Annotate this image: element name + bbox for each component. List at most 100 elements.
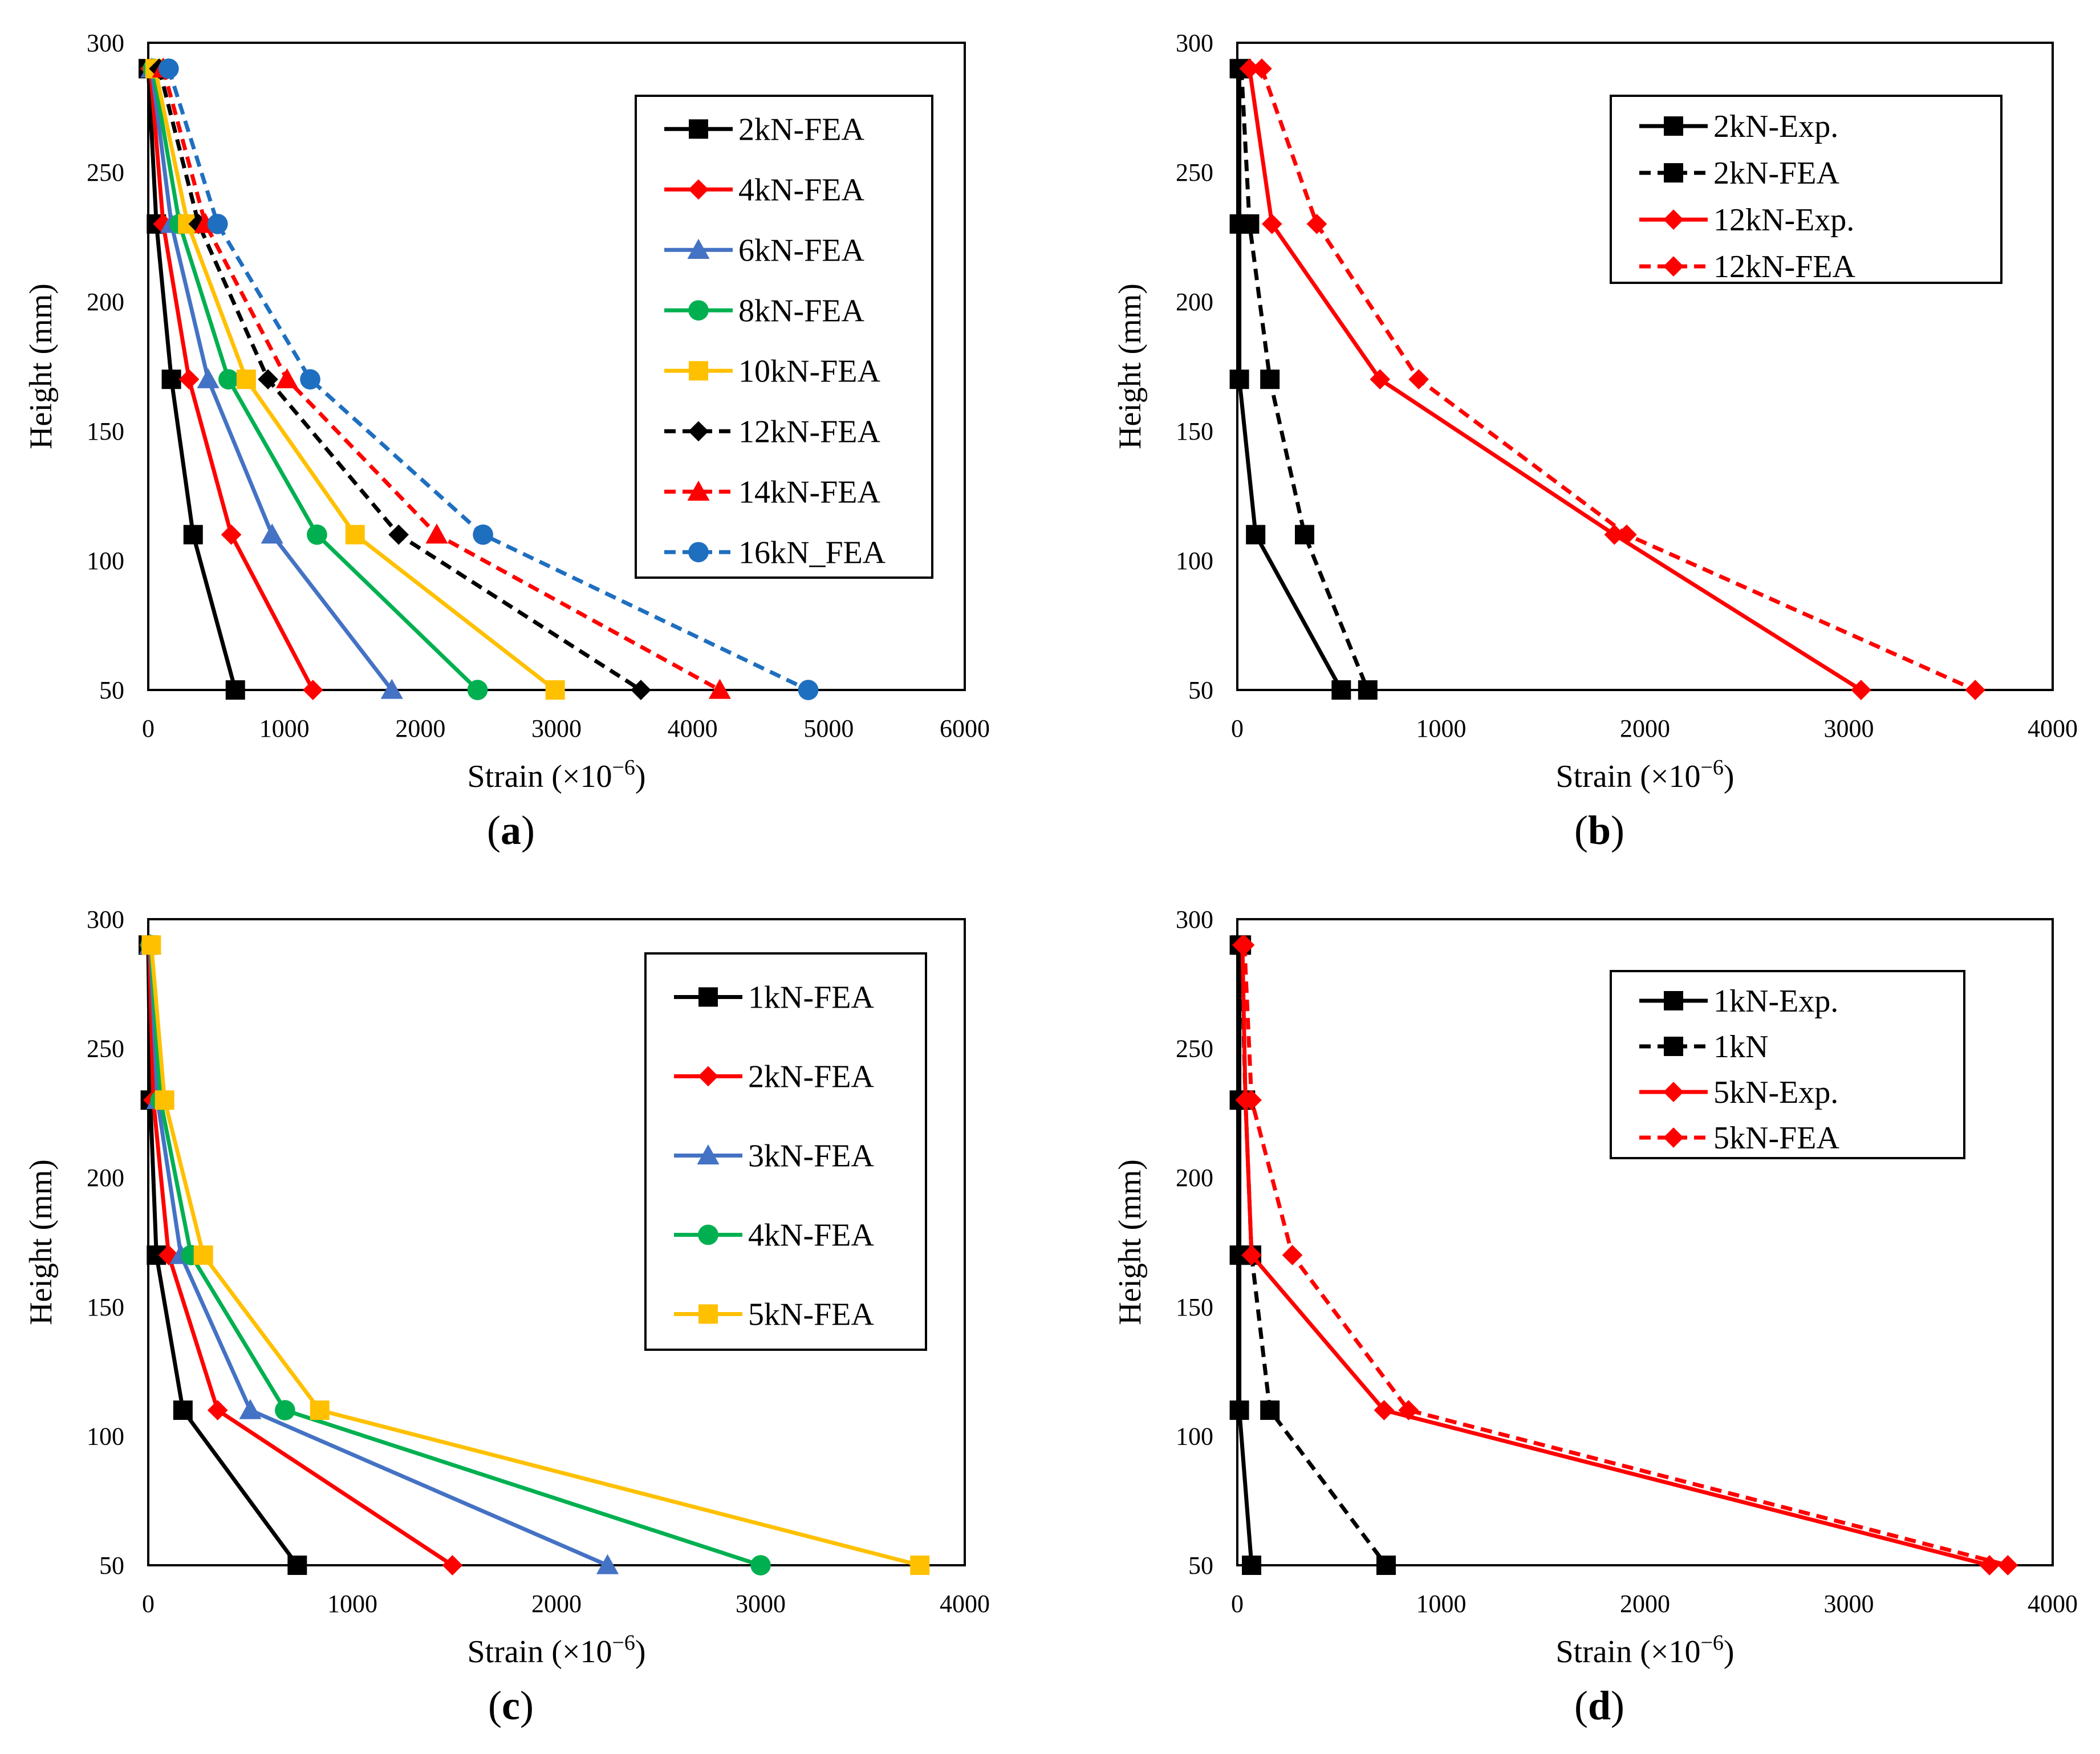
y-tick-label: 250 [87, 1035, 124, 1063]
panel-label: (d) [1574, 1683, 1624, 1728]
x-axis-title: Strain (×10−6) [467, 756, 645, 794]
panel-label-open: ( [488, 1683, 502, 1728]
x-tick-label: 3000 [736, 1590, 786, 1618]
data-point [750, 1555, 771, 1576]
data-point [161, 370, 181, 389]
legend-entry-label: 16kN_FEA [738, 535, 886, 570]
data-point [1260, 1400, 1280, 1420]
data-point [218, 369, 239, 390]
x-tick-label: 1000 [327, 1590, 377, 1618]
y-tick-label: 50 [99, 676, 124, 704]
data-point [631, 680, 651, 700]
x-tick-label: 0 [142, 714, 155, 742]
series-10kN-FEA [145, 59, 565, 700]
data-point [155, 1090, 174, 1110]
data-point [467, 680, 488, 700]
data-point [287, 1556, 307, 1575]
x-tick-label: 2000 [531, 1590, 582, 1618]
data-point [302, 680, 323, 700]
x-tick-label: 1000 [259, 714, 310, 742]
legend-entry-label: 12kN-FEA [1713, 249, 1855, 285]
y-tick-label: 50 [1188, 1552, 1213, 1580]
legend-entry-label: 8kN-FEA [738, 293, 864, 328]
panel-label-open: ( [1574, 807, 1588, 853]
data-point [261, 523, 283, 544]
y-tick-label: 300 [87, 29, 124, 57]
y-tick-label: 300 [87, 906, 124, 933]
y-tick-label: 150 [87, 417, 124, 445]
data-point [153, 213, 174, 234]
legend-marker [1663, 1082, 1684, 1102]
data-point [188, 213, 209, 234]
plot-area-frame [1236, 918, 2054, 1566]
data-point [708, 679, 731, 699]
x-tick-label: 0 [1231, 714, 1244, 742]
legend-marker [687, 238, 710, 259]
data-point [1370, 369, 1391, 390]
x-tick-label: 2000 [1620, 714, 1670, 742]
legend-entry-label: 5kN-FEA [1713, 1120, 1839, 1156]
data-point [1246, 525, 1266, 545]
y-tick-label: 100 [87, 547, 124, 575]
data-point [1260, 370, 1280, 389]
legend-frame [635, 95, 933, 579]
series-line [1239, 945, 1388, 1567]
panel-label-letter: b [1588, 807, 1611, 853]
x-axis-title-main: Strain (×10 [467, 1634, 612, 1670]
data-point [1234, 935, 1255, 956]
x-tick-label: 4000 [2028, 1590, 2078, 1618]
y-tick-label: 100 [87, 1422, 124, 1450]
data-point [1294, 525, 1314, 545]
data-point [193, 1245, 213, 1265]
plot-area-frame [1236, 42, 2054, 691]
data-point [1240, 214, 1260, 234]
chart-panel-a: 0 1000 2000 3000 4000 5000 6000 50 100 150 200 250 3… [23, 29, 990, 853]
legend-entry-label: 4kN-FEA [738, 172, 864, 208]
y-tick-label: 50 [1188, 676, 1213, 704]
legend-marker [697, 1144, 720, 1165]
data-point [207, 1400, 228, 1420]
x-axis-title-main: Strain (×10 [1555, 1634, 1700, 1670]
x-axis-title: Strain (×10−6) [467, 1631, 645, 1670]
y-tick-label: 250 [1176, 1035, 1213, 1063]
legend-marker [1664, 1037, 1683, 1056]
data-point [345, 525, 365, 545]
data-point [258, 369, 278, 390]
data-point [1331, 680, 1351, 700]
y-tick-label: 150 [1176, 1293, 1213, 1321]
panel-label-close: ) [1611, 807, 1624, 853]
series-5kN-FEA [1234, 935, 2018, 1576]
x-axis-title-tail: ) [635, 1634, 646, 1670]
legend-marker [1664, 116, 1683, 136]
panel-label-open: ( [487, 807, 501, 853]
legend-marker [698, 1066, 718, 1087]
panel-label: (b) [1574, 807, 1624, 853]
y-tick-label: 150 [87, 1293, 124, 1321]
legend-entry-label: 2kN-FEA [738, 112, 864, 147]
legend-entry-label: 2kN-FEA [1713, 156, 1839, 191]
data-point [183, 525, 203, 545]
y-axis-title: Height (mm) [1112, 1159, 1148, 1325]
y-tick-label: 200 [87, 288, 124, 316]
data-point [425, 523, 448, 544]
y-axis-title: Height (mm) [1112, 283, 1148, 449]
y-tick-label: 200 [1176, 1164, 1213, 1192]
y-tick-label: 200 [87, 1164, 124, 1192]
legend-entry-label: 5kN-FEA [748, 1297, 874, 1332]
x-axis-title-tail: ) [1724, 759, 1735, 794]
data-point [1851, 680, 1871, 700]
legend-entry-label: 3kN-FEA [748, 1138, 874, 1174]
x-tick-label: 1000 [1416, 714, 1467, 742]
x-axis-title-exponent: −6 [1700, 1631, 1723, 1655]
y-tick-label: 250 [87, 159, 124, 186]
legend-entry-label: 5kN-Exp. [1713, 1075, 1838, 1110]
x-tick-label: 4000 [940, 1590, 990, 1618]
legend: 1kN-FEA 2kN-FEA 3kN-FEA 4kN-FEA 5kN-FEA [644, 952, 927, 1351]
series-5kN-FEA [141, 935, 930, 1575]
data-point [798, 680, 819, 700]
legend-marker [689, 119, 708, 139]
x-axis-title-exponent: −6 [612, 1631, 635, 1655]
x-tick-label: 0 [142, 1590, 155, 1618]
legend-marker [688, 300, 709, 321]
